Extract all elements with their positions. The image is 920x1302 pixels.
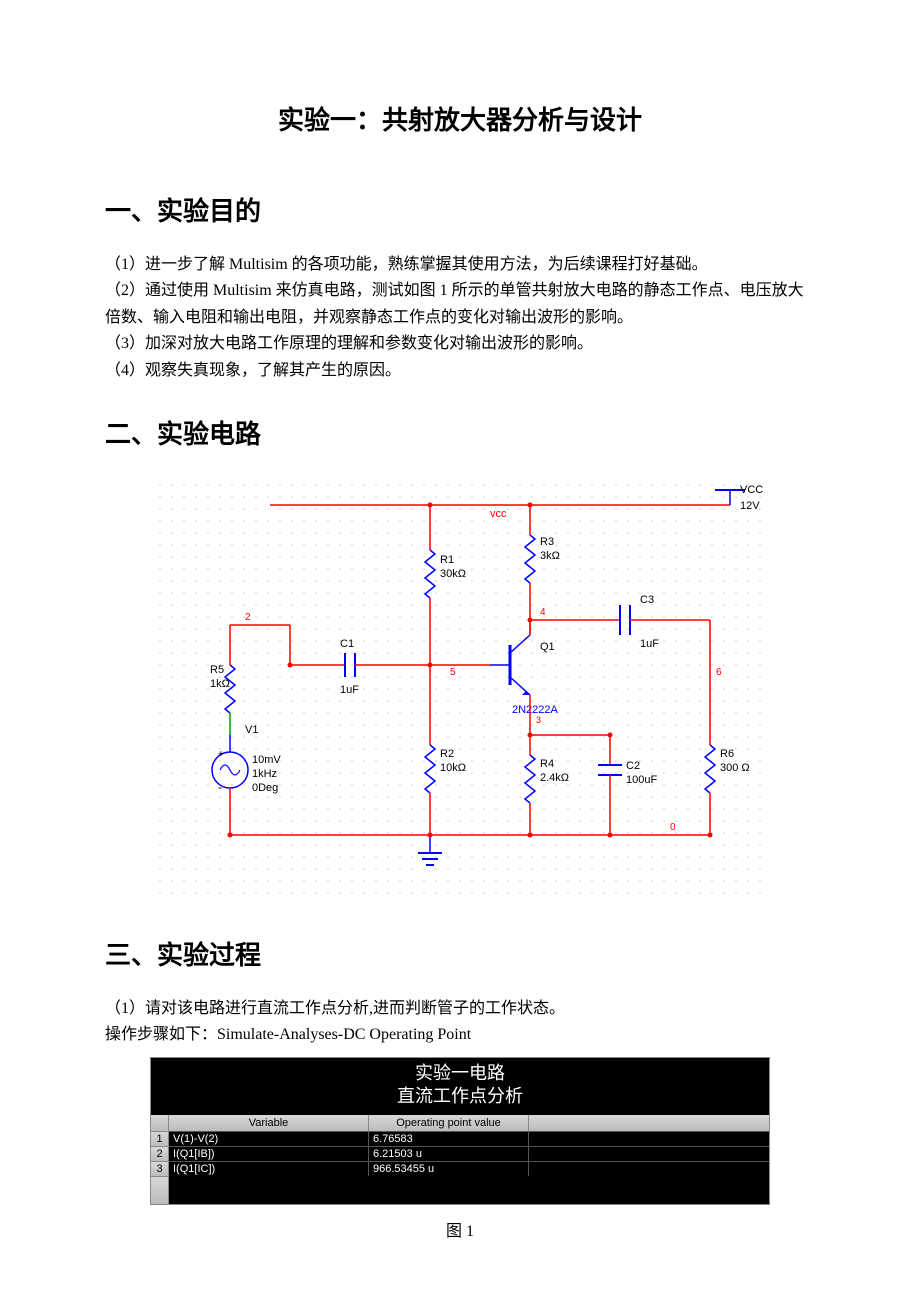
section3-line2: 操作步骤如下：Simulate-Analyses-DC Operating Po… xyxy=(105,1022,815,1048)
svg-text:C2: C2 xyxy=(626,760,640,772)
svg-text:30kΩ: 30kΩ xyxy=(440,568,466,580)
table-cell-var: I(Q1[IB]) xyxy=(169,1146,369,1161)
svg-text:R2: R2 xyxy=(440,748,454,760)
table-header-rest xyxy=(529,1115,769,1131)
svg-text:10mV: 10mV xyxy=(252,754,281,766)
svg-text:300 Ω: 300 Ω xyxy=(720,762,750,774)
svg-text:VCC: VCC xyxy=(740,484,763,496)
section2-heading: 二、实验电路 xyxy=(105,414,815,451)
page-title: 实验一：共射放大器分析与设计 xyxy=(105,100,815,137)
table-cell-rest xyxy=(529,1161,769,1176)
table-cell-idx: 1 xyxy=(151,1131,169,1146)
svg-text:0: 0 xyxy=(670,822,676,833)
circuit-schematic: VCC12VvccR130kΩR33kΩ4Q12N2222A35C11uF2R5… xyxy=(150,475,770,905)
svg-text:R4: R4 xyxy=(540,758,554,770)
table-header-row: Variable Operating point value xyxy=(151,1115,769,1131)
table-row: 3 I(Q1[IC]) 966.53455 u xyxy=(151,1161,769,1176)
svg-text:1kΩ: 1kΩ xyxy=(210,678,230,690)
table-cell-idx: 2 xyxy=(151,1146,169,1161)
svg-text:100uF: 100uF xyxy=(626,774,657,786)
svg-text:Q1: Q1 xyxy=(540,641,555,653)
section1-item4: （4）观察失真现象，了解其产生的原因。 xyxy=(105,358,815,384)
table-title-line2: 直流工作点分析 xyxy=(151,1085,769,1108)
table-cell-val: 966.53455 u xyxy=(369,1161,529,1176)
table-row: 1 V(1)-V(2) 6.76583 xyxy=(151,1131,769,1146)
svg-text:6: 6 xyxy=(716,667,722,678)
svg-text:-: - xyxy=(218,780,222,794)
table-title: 实验一电路 直流工作点分析 xyxy=(151,1058,769,1115)
table-cell-rest xyxy=(529,1146,769,1161)
section1-item2: （2）通过使用 Multisim 来仿真电路，测试如图 1 所示的单管共射放大电… xyxy=(105,278,815,331)
figure-caption: 图 1 xyxy=(105,1217,815,1241)
section1-item1: （1）进一步了解 Multisim 的各项功能，熟练掌握其使用方法，为后续课程打… xyxy=(105,252,815,278)
svg-text:C3: C3 xyxy=(640,594,654,606)
section1-item3: （3）加深对放大电路工作原理的理解和参数变化对输出波形的影响。 xyxy=(105,331,815,357)
table-cell-val: 6.76583 xyxy=(369,1131,529,1146)
table-cell-idx: 3 xyxy=(151,1161,169,1176)
table-cell-val: 6.21503 u xyxy=(369,1146,529,1161)
svg-text:4: 4 xyxy=(540,607,546,618)
svg-text:3kΩ: 3kΩ xyxy=(540,550,560,562)
svg-text:R1: R1 xyxy=(440,554,454,566)
svg-text:vcc: vcc xyxy=(490,508,507,520)
table-cell-var: V(1)-V(2) xyxy=(169,1131,369,1146)
svg-text:2: 2 xyxy=(245,612,251,623)
table-footer-idx xyxy=(151,1176,169,1204)
table-cell-var: I(Q1[IC]) xyxy=(169,1161,369,1176)
table-body: 1 V(1)-V(2) 6.76583 2 I(Q1[IB]) 6.21503 … xyxy=(151,1131,769,1204)
svg-text:1kHz: 1kHz xyxy=(252,768,277,780)
svg-text:5: 5 xyxy=(450,667,456,678)
svg-text:V1: V1 xyxy=(245,724,258,736)
table-header-variable: Variable xyxy=(169,1115,369,1131)
svg-text:1uF: 1uF xyxy=(640,638,659,650)
table-footer-space xyxy=(151,1176,769,1204)
section1-heading: 一、实验目的 xyxy=(105,191,815,228)
table-row: 2 I(Q1[IB]) 6.21503 u xyxy=(151,1146,769,1161)
svg-text:R3: R3 xyxy=(540,536,554,548)
svg-text:+: + xyxy=(218,749,224,760)
svg-text:12V: 12V xyxy=(740,500,760,512)
section3-line1: （1）请对该电路进行直流工作点分析,进而判断管子的工作状态。 xyxy=(105,996,815,1022)
svg-text:2.4kΩ: 2.4kΩ xyxy=(540,772,569,784)
svg-text:1uF: 1uF xyxy=(340,684,359,696)
svg-text:0Deg: 0Deg xyxy=(252,782,278,794)
svg-text:10kΩ: 10kΩ xyxy=(440,762,466,774)
table-header-value: Operating point value xyxy=(369,1115,529,1131)
table-header-idx xyxy=(151,1115,169,1131)
table-title-line1: 实验一电路 xyxy=(151,1062,769,1085)
section3-heading: 三、实验过程 xyxy=(105,935,815,972)
svg-text:R5: R5 xyxy=(210,664,224,676)
dc-operating-point-table: 实验一电路 直流工作点分析 Variable Operating point v… xyxy=(150,1057,770,1205)
table-cell-rest xyxy=(529,1131,769,1146)
table-footer-rest xyxy=(169,1176,769,1204)
svg-text:R6: R6 xyxy=(720,748,734,760)
svg-text:C1: C1 xyxy=(340,638,354,650)
svg-text:3: 3 xyxy=(536,715,541,725)
